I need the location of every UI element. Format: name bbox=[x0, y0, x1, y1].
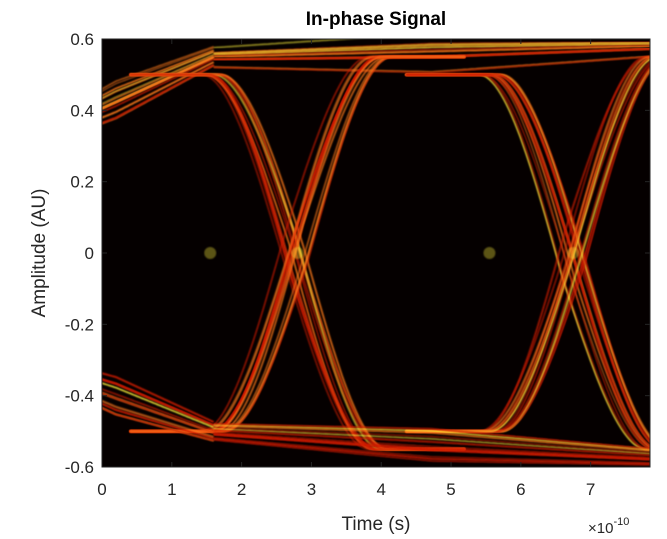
eye-trace-strand bbox=[102, 49, 215, 97]
eye-trace-strand bbox=[405, 73, 650, 443]
eye-trace-strand bbox=[102, 378, 214, 426]
eye-trace-strand bbox=[102, 64, 215, 125]
eye-trace-strand bbox=[102, 46, 214, 90]
eye-trace-strand bbox=[213, 439, 650, 466]
eye-trace-strand bbox=[213, 432, 650, 459]
y-tick-label: 0.6 bbox=[70, 30, 94, 49]
eye-trace-strand bbox=[102, 372, 215, 423]
y-tick-label: 0 bbox=[85, 244, 94, 263]
eye-trace-strand bbox=[102, 392, 214, 434]
eye-trace-strand bbox=[213, 41, 650, 55]
y-tick-label: 0.4 bbox=[70, 101, 94, 120]
eye-trace-strand bbox=[102, 54, 214, 105]
eye-trace-strand bbox=[213, 423, 650, 450]
y-tick-label: -0.2 bbox=[65, 315, 94, 334]
eye-trace-strand bbox=[213, 427, 650, 454]
x-axis-multiplier-base: ×10 bbox=[588, 520, 613, 537]
eye-trace-strand bbox=[213, 39, 357, 49]
eye-trace-strand bbox=[213, 424, 650, 451]
eye-crossing bbox=[483, 247, 496, 259]
x-axis-multiplier-exponent: -10 bbox=[613, 516, 629, 528]
eye-trace-strand bbox=[213, 56, 650, 74]
eye-trace-strand bbox=[102, 61, 215, 119]
eye-trace-strand bbox=[102, 50, 215, 100]
x-tick-label: 7 bbox=[586, 480, 595, 499]
eye-trace-strand bbox=[213, 44, 650, 57]
x-tick-label: 0 bbox=[97, 480, 106, 499]
eye-trace-strand bbox=[213, 437, 650, 465]
y-tick-label: -0.6 bbox=[65, 458, 94, 477]
x-axis-ticks: 0 1 2 3 4 5 6 7 bbox=[97, 39, 595, 499]
eye-trace-strand bbox=[102, 56, 215, 110]
eye-trace-strand bbox=[129, 56, 465, 432]
eye-trace-strand bbox=[102, 382, 214, 429]
x-tick-label: 1 bbox=[167, 480, 176, 499]
x-axis-label: Time (s) bbox=[342, 514, 411, 535]
eye-trace-strand bbox=[213, 45, 650, 58]
eye-trace-strand bbox=[213, 43, 650, 56]
eye-crossing bbox=[204, 247, 217, 259]
eye-trace-strand bbox=[102, 54, 214, 106]
eye-crossing bbox=[291, 247, 304, 259]
eye-trace-strand bbox=[213, 432, 650, 460]
y-axis-ticks: 0.6 0.4 0.2 0 -0.2 -0.4 -0.6 bbox=[65, 30, 650, 477]
x-axis-multiplier: ×10-10 bbox=[588, 516, 629, 537]
eye-trace-strand bbox=[102, 47, 214, 92]
eye-trace-strand bbox=[213, 428, 650, 455]
chart-title: In-phase Signal bbox=[306, 9, 446, 30]
eye-trace-strand bbox=[213, 425, 650, 452]
x-tick-label: 4 bbox=[377, 480, 386, 499]
eye-trace-strand bbox=[102, 407, 214, 442]
x-tick-label: 5 bbox=[446, 480, 455, 499]
eye-trace-strand bbox=[102, 403, 214, 440]
eye-traces bbox=[102, 39, 650, 466]
eye-trace-strand bbox=[102, 399, 215, 438]
y-tick-label: 0.2 bbox=[70, 173, 94, 192]
y-tick-label: -0.4 bbox=[65, 387, 94, 406]
eye-trace-strand bbox=[213, 437, 650, 464]
eye-trace-strand bbox=[102, 388, 215, 432]
x-tick-label: 3 bbox=[307, 480, 316, 499]
eye-crossing bbox=[567, 247, 580, 259]
y-axis-label: Amplitude (AU) bbox=[29, 189, 50, 318]
eye-trace-strand bbox=[213, 429, 650, 457]
x-tick-label: 6 bbox=[516, 480, 525, 499]
eye-trace-strand bbox=[213, 42, 650, 55]
x-tick-label: 2 bbox=[237, 480, 246, 499]
